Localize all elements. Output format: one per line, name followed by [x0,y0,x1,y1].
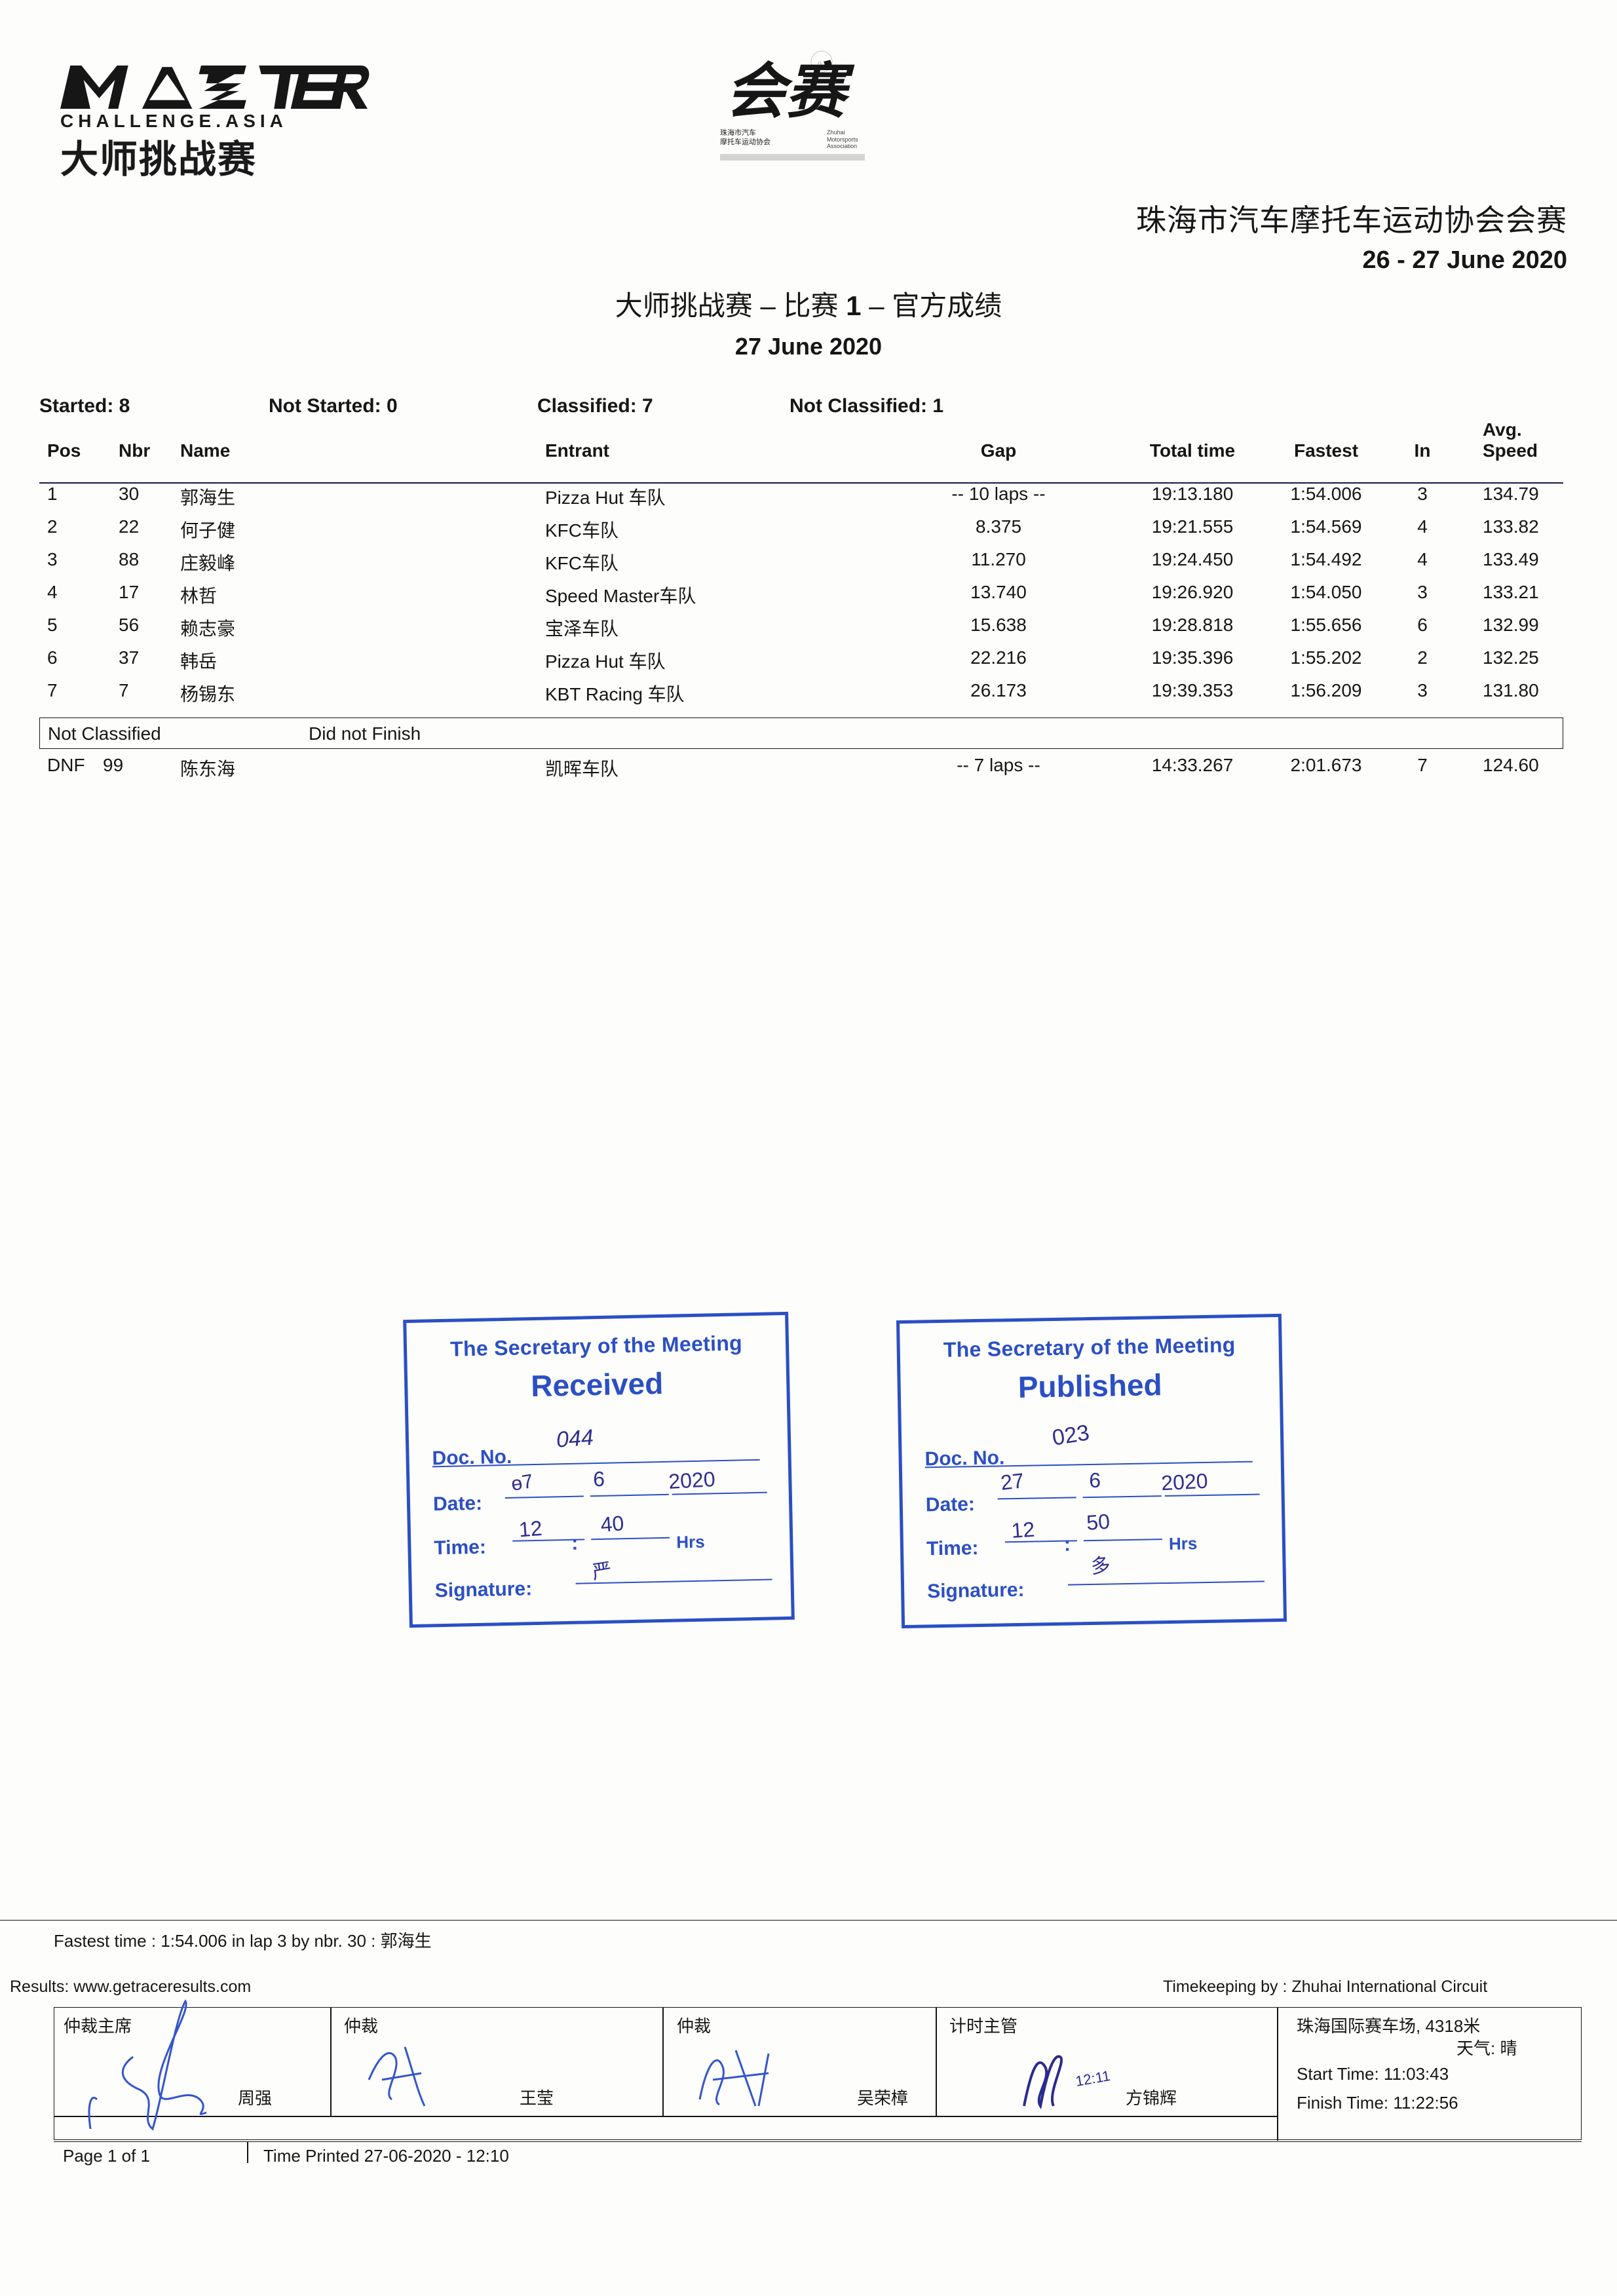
svg-text:12:11: 12:11 [1075,2067,1112,2090]
svg-text:会赛: 会赛 [725,58,855,125]
